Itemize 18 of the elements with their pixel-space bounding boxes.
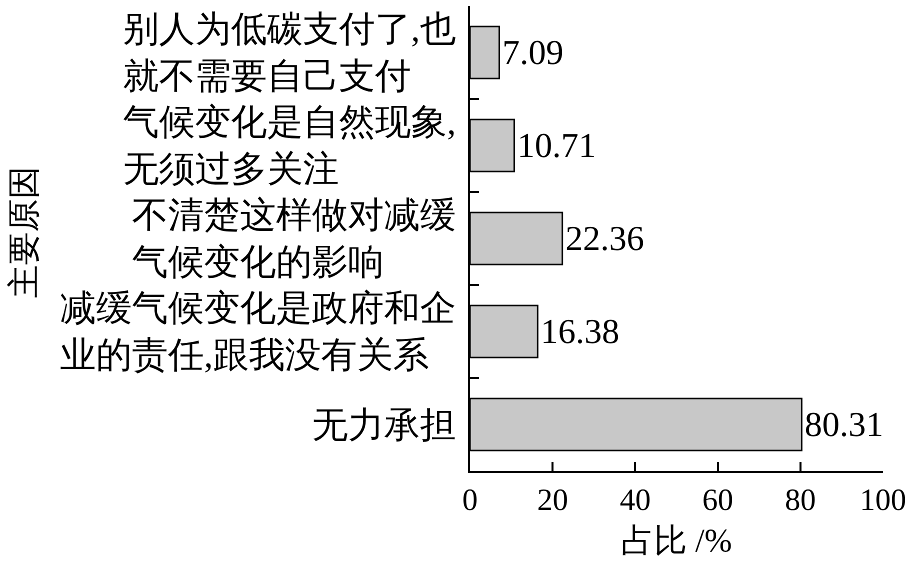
y-tick-label: 减缓气候变化是政府和企业的责任,跟我没有关系 (60, 288, 456, 375)
data-label: 7.09 (502, 33, 564, 72)
y-tick-label: 气候变化是自然现象,无须过多关注 (123, 102, 456, 189)
x-tick-label: 100 (860, 482, 906, 518)
data-label: 10.71 (517, 126, 596, 165)
data-label: 80.31 (804, 405, 884, 444)
x-axis-title: 占比 /% (621, 523, 732, 560)
x-tick-label: 60 (702, 482, 734, 518)
data-label: 22.36 (565, 219, 644, 258)
x-tick-label: 80 (784, 482, 816, 518)
y-axis-title: 主要原因 (6, 166, 43, 298)
x-tick-label: 40 (620, 482, 651, 518)
data-label: 16.38 (540, 312, 620, 351)
y-tick-label: 别人为低碳支付了,也就不需要自己支付 (123, 9, 456, 96)
x-tick-label: 0 (462, 482, 478, 518)
y-tick-label: 无力承担 (312, 405, 456, 445)
y-tick-label: 不清楚这样做对减缓气候变化的影响 (132, 195, 456, 282)
x-tick-label: 20 (537, 482, 568, 518)
